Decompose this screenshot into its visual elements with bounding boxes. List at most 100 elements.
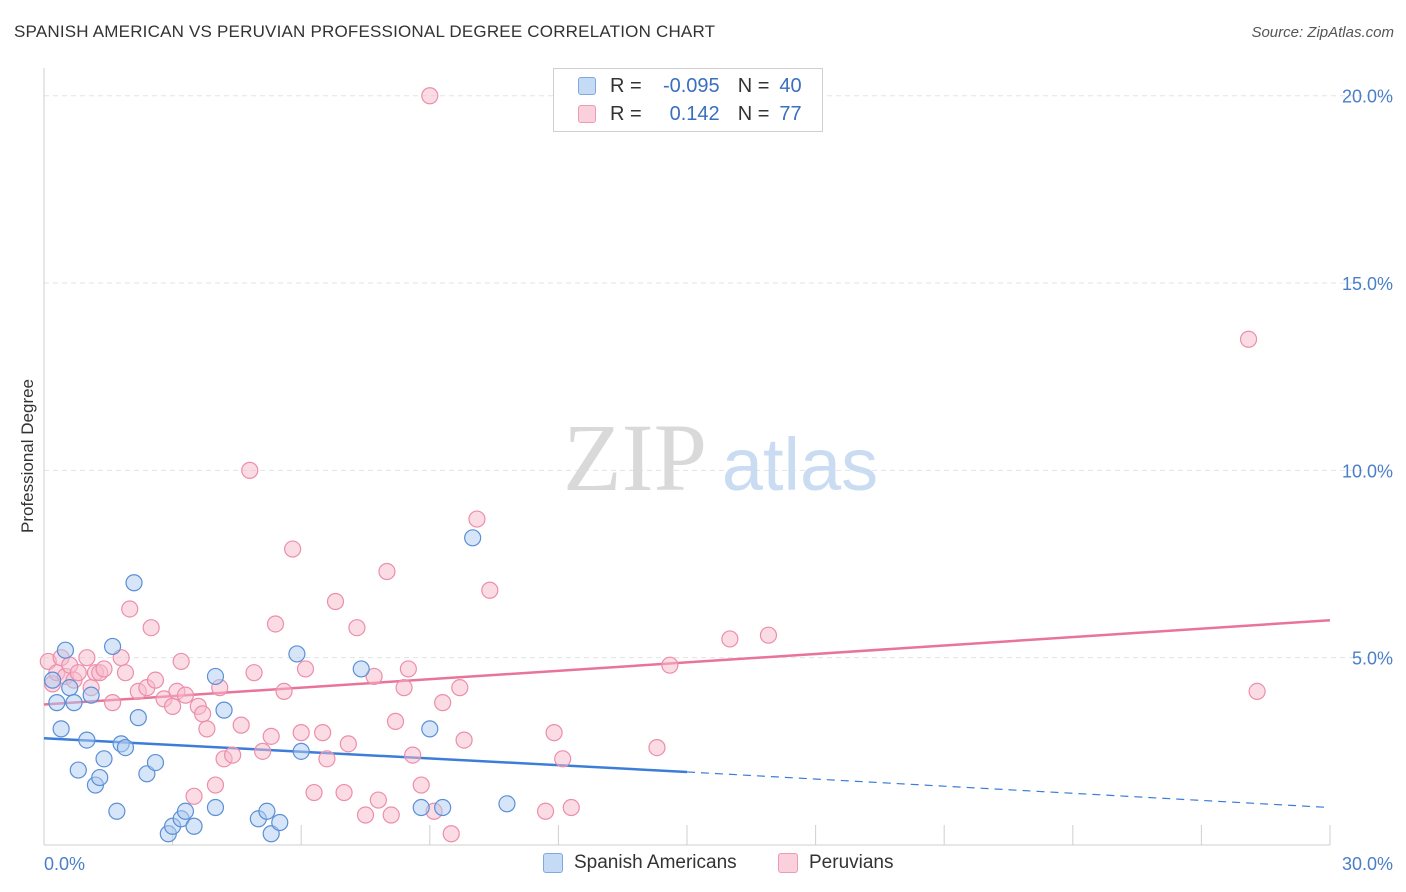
point-peruvian <box>206 776 225 794</box>
point-peruvian <box>1248 682 1266 701</box>
point-peruvian <box>399 660 417 678</box>
point-spanish-american <box>412 798 430 817</box>
source-label: Source: ZipAtlas.com <box>1251 24 1394 41</box>
legend-r-label: R = <box>610 74 642 97</box>
point-peruvian <box>296 660 315 678</box>
legend-label: Peruvians <box>809 852 894 873</box>
legend-item-spanish-americans: Spanish Americans <box>543 852 737 874</box>
point-spanish-american <box>464 529 482 547</box>
point-spanish-american <box>146 753 165 772</box>
point-peruvian <box>468 510 486 528</box>
point-peruvian <box>339 735 357 753</box>
point-peruvian <box>404 746 422 764</box>
point-spanish-american <box>206 667 225 686</box>
point-peruvian <box>95 660 113 678</box>
point-peruvian <box>335 783 353 802</box>
point-spanish-american <box>82 686 100 704</box>
point-spanish-american <box>421 720 439 738</box>
point-peruvian <box>305 783 323 802</box>
point-spanish-american <box>43 671 62 689</box>
point-spanish-american <box>52 720 70 738</box>
point-peruvian <box>241 461 259 479</box>
point-spanish-american <box>78 731 96 749</box>
point-peruvian <box>266 615 285 633</box>
chart-title: SPANISH AMERICAN VS PERUVIAN PROFESSIONA… <box>14 22 716 41</box>
y-tick-label: 15.0% <box>1342 274 1393 294</box>
point-peruvian <box>348 619 366 637</box>
point-peruvian <box>121 600 139 618</box>
point-spanish-american <box>288 645 306 663</box>
point-peruvian <box>378 562 396 581</box>
point-spanish-american <box>103 637 122 656</box>
point-peruvian <box>78 649 96 667</box>
point-peruvian <box>721 630 739 648</box>
point-peruvian <box>421 87 439 105</box>
point-peruvian <box>176 686 195 704</box>
point-spanish-american <box>95 750 113 768</box>
legend-swatch-blue <box>578 77 596 95</box>
point-spanish-american <box>206 798 225 817</box>
point-spanish-american <box>65 694 83 712</box>
legend-label: Spanish Americans <box>574 852 737 873</box>
point-peruvian <box>386 712 405 730</box>
point-peruvian <box>412 776 430 794</box>
point-spanish-american <box>129 709 147 727</box>
watermark-zip: ZIP <box>563 404 707 511</box>
point-peruvian <box>451 679 469 697</box>
point-spanish-american <box>352 660 370 678</box>
point-peruvian <box>562 798 580 817</box>
legend-n-label: N = <box>737 102 770 125</box>
point-peruvian <box>172 652 190 671</box>
point-spanish-american <box>116 738 135 757</box>
point-peruvian <box>481 581 499 599</box>
legend-item-peruvians: Peruvians <box>778 852 894 874</box>
legend-swatch-pink <box>578 105 596 123</box>
y-tick-label: 5.0% <box>1352 649 1393 669</box>
point-spanish-american <box>271 813 289 832</box>
point-peruvian <box>455 731 473 749</box>
point-peruvian <box>434 694 452 712</box>
point-peruvian <box>254 742 272 760</box>
data-points <box>39 87 1266 843</box>
point-peruvian <box>194 705 212 723</box>
x-tick-label: 0.0% <box>44 854 85 874</box>
legend-r-value: -0.095 <box>662 74 720 97</box>
point-peruvian <box>759 626 778 644</box>
point-peruvian <box>1239 330 1258 348</box>
watermark-atlas: atlas <box>722 423 878 506</box>
point-peruvian <box>103 694 122 712</box>
point-peruvian <box>224 746 242 764</box>
legend-swatch-pink <box>778 853 798 873</box>
point-spanish-american <box>69 761 87 779</box>
point-peruvian <box>164 697 182 715</box>
trend-lines <box>43 618 1331 809</box>
legend-swatch-blue <box>543 853 563 873</box>
point-peruvian <box>554 750 572 768</box>
point-peruvian <box>326 592 345 611</box>
y-tick-label: 10.0% <box>1342 461 1393 481</box>
legend-row-peruvians: R = 0.142 N = 77 <box>578 101 802 127</box>
legend-n-value: 40 <box>779 74 802 97</box>
trend-line-peruvians <box>43 618 1331 706</box>
point-peruvian <box>648 738 666 757</box>
point-spanish-american <box>91 768 109 787</box>
point-peruvian <box>314 724 332 742</box>
point-peruvian <box>245 664 263 682</box>
point-peruvian <box>382 806 400 824</box>
point-peruvian <box>661 656 679 674</box>
point-spanish-american <box>125 574 143 592</box>
point-peruvian <box>356 806 375 824</box>
x-tick-label: 30.0% <box>1342 854 1393 874</box>
point-peruvian <box>395 679 413 697</box>
point-spanish-american <box>498 795 516 813</box>
point-peruvian <box>232 716 250 734</box>
point-spanish-american <box>61 679 79 697</box>
trend-line-spanish-americans-extrapolated <box>686 771 1331 809</box>
point-peruvian <box>146 671 165 689</box>
point-spanish-american <box>176 802 195 820</box>
legend-r-label: R = <box>610 102 642 125</box>
point-peruvian <box>262 727 280 745</box>
point-peruvian <box>185 787 203 805</box>
point-peruvian <box>142 619 160 637</box>
